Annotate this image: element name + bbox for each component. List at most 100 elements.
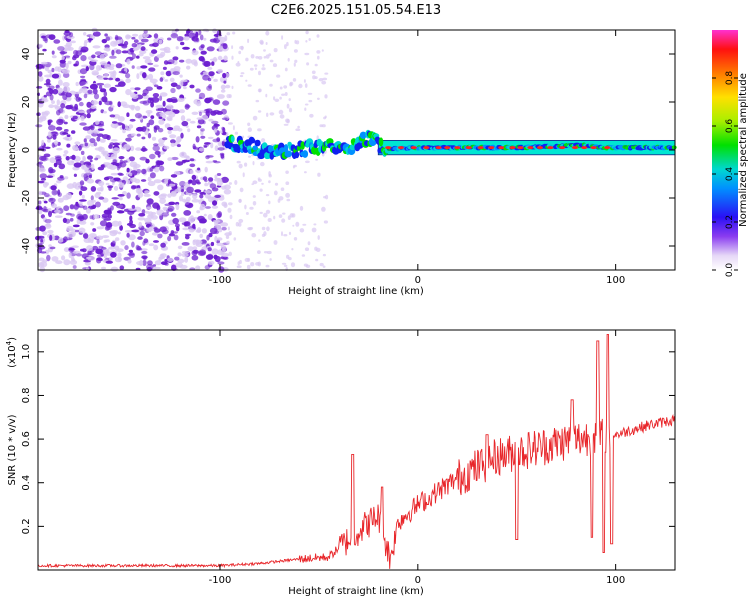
noise-dot bbox=[44, 219, 52, 224]
noise-dot bbox=[80, 186, 88, 191]
noise-dot bbox=[181, 191, 185, 197]
noise-dot bbox=[201, 228, 207, 234]
noise-dot bbox=[185, 235, 190, 240]
noise-dot bbox=[62, 137, 70, 140]
noise-dot bbox=[57, 192, 62, 198]
noise-dot bbox=[41, 111, 49, 117]
noise-dot bbox=[149, 167, 154, 172]
noise-dot bbox=[298, 83, 303, 89]
noise-dot bbox=[119, 265, 125, 271]
noise-dot bbox=[182, 227, 190, 231]
noise-dot bbox=[281, 262, 287, 265]
noise-dot bbox=[78, 190, 83, 196]
noise-dot bbox=[204, 190, 212, 194]
noise-dot bbox=[133, 39, 139, 43]
noise-dot bbox=[170, 139, 176, 144]
noise-dot bbox=[322, 77, 328, 81]
noise-dot bbox=[89, 138, 96, 144]
noise-dot bbox=[73, 162, 82, 168]
noise-dot bbox=[321, 124, 326, 128]
noise-dot bbox=[220, 176, 229, 183]
noise-dot bbox=[51, 100, 55, 104]
noise-dot bbox=[195, 88, 201, 93]
noise-dot bbox=[41, 35, 46, 39]
noise-dot bbox=[62, 93, 68, 101]
noise-dot bbox=[60, 103, 66, 109]
noise-dot bbox=[142, 92, 147, 97]
noise-dot bbox=[228, 231, 232, 236]
noise-dot bbox=[304, 171, 307, 174]
noise-dot bbox=[78, 97, 82, 101]
y-tick-label: 0.2 bbox=[21, 518, 32, 534]
noise-dot bbox=[308, 38, 311, 41]
noise-dot bbox=[157, 233, 163, 239]
noise-dot bbox=[80, 248, 84, 252]
x-tick-label: -100 bbox=[209, 575, 232, 586]
noise-dot bbox=[238, 163, 243, 169]
noise-dot bbox=[204, 182, 209, 187]
noise-dot bbox=[124, 245, 129, 251]
noise-dot bbox=[49, 198, 54, 201]
noise-dot bbox=[227, 226, 230, 231]
noise-dot bbox=[79, 80, 86, 86]
noise-dot bbox=[294, 59, 298, 63]
noise-dot bbox=[248, 227, 252, 231]
noise-dot bbox=[106, 163, 114, 169]
y-tick-label: 0.8 bbox=[21, 388, 32, 404]
noise-dot bbox=[139, 50, 147, 55]
noise-dot bbox=[38, 200, 42, 205]
noise-dot bbox=[293, 62, 296, 67]
noise-dot bbox=[258, 70, 261, 76]
noise-dot bbox=[180, 189, 184, 193]
noise-dot bbox=[169, 183, 176, 187]
noise-dot bbox=[221, 117, 228, 121]
noise-dot bbox=[126, 167, 130, 173]
noise-dot bbox=[222, 72, 227, 79]
noise-dot bbox=[197, 167, 201, 171]
noise-dot bbox=[93, 141, 98, 147]
noise-dot bbox=[136, 133, 141, 137]
noise-dot bbox=[221, 201, 228, 207]
noise-dot bbox=[196, 181, 201, 185]
noise-dot bbox=[281, 35, 284, 40]
noise-dot bbox=[191, 111, 199, 116]
noise-dot bbox=[179, 264, 188, 269]
noise-dot bbox=[48, 210, 52, 218]
noise-dot bbox=[255, 99, 260, 103]
noise-dot bbox=[148, 67, 156, 72]
noise-dot bbox=[126, 232, 130, 238]
noise-dot bbox=[154, 150, 161, 155]
noise-dot bbox=[78, 220, 87, 225]
noise-dot bbox=[146, 206, 152, 210]
noise-dot bbox=[324, 72, 329, 75]
noise-dot bbox=[245, 212, 249, 215]
noise-dot bbox=[206, 46, 215, 52]
noise-dot bbox=[202, 176, 208, 181]
noise-dot bbox=[129, 118, 136, 122]
noise-dot bbox=[48, 125, 56, 131]
noise-dot bbox=[191, 199, 200, 203]
noise-dot bbox=[85, 66, 90, 72]
noise-dot bbox=[64, 176, 69, 180]
noise-dot bbox=[62, 82, 70, 87]
noise-dot bbox=[259, 188, 263, 192]
noise-dot bbox=[167, 235, 172, 242]
noise-dot bbox=[223, 55, 228, 61]
signal-peak bbox=[604, 146, 611, 150]
noise-dot bbox=[284, 67, 288, 72]
noise-dot bbox=[129, 215, 133, 222]
noise-dot bbox=[83, 233, 89, 239]
noise-dot bbox=[201, 57, 206, 63]
noise-dot bbox=[195, 229, 201, 233]
noise-dot bbox=[200, 72, 204, 75]
figure-title: C2E6.2025.151.05.54.E13 bbox=[271, 3, 441, 18]
noise-dot bbox=[39, 225, 46, 232]
noise-dot bbox=[136, 66, 141, 70]
noise-dot bbox=[195, 136, 200, 143]
signal-peak bbox=[444, 146, 451, 150]
noise-dot bbox=[170, 191, 177, 197]
noise-dot bbox=[188, 216, 195, 223]
noise-dot bbox=[92, 72, 99, 76]
noise-dot bbox=[96, 136, 101, 142]
noise-dot bbox=[186, 65, 191, 70]
